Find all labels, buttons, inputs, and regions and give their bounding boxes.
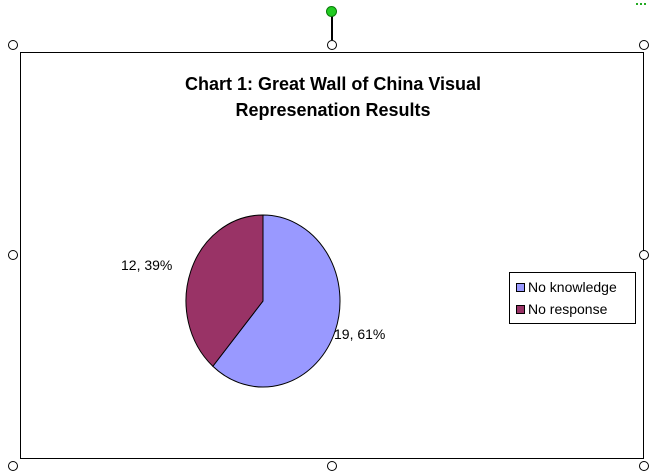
- resize-handle-top-left[interactable]: [8, 40, 18, 50]
- chart-area[interactable]: Chart 1: Great Wall of China Visual Repr…: [20, 52, 644, 459]
- resize-handle-bottom-left[interactable]: [8, 461, 18, 471]
- legend-item-no-response: No response: [516, 298, 631, 320]
- chart-title: Chart 1: Great Wall of China Visual Repr…: [21, 71, 645, 123]
- pie-slice-no-response[interactable]: [185, 214, 264, 367]
- data-label-no-knowledge: 19, 61%: [334, 326, 386, 342]
- corner-indicator: [636, 0, 646, 5]
- pie-chart[interactable]: [21, 53, 645, 460]
- rotate-handle[interactable]: [326, 6, 337, 17]
- legend-swatch-no-response: [516, 304, 525, 314]
- pie-slice-no-knowledge[interactable]: [212, 214, 341, 388]
- resize-handle-bottom-right[interactable]: [639, 461, 649, 471]
- data-label-no-response: 12, 39%: [121, 257, 173, 273]
- chart-title-line-2: Represenation Results: [235, 100, 431, 120]
- resize-handle-right[interactable]: [639, 250, 649, 260]
- legend-label-no-knowledge: No knowledge: [528, 279, 617, 295]
- legend-item-no-knowledge: No knowledge: [516, 276, 631, 298]
- legend-label-no-response: No response: [528, 301, 608, 317]
- legend[interactable]: No knowledge No response: [509, 272, 636, 324]
- legend-swatch-no-knowledge: [516, 282, 525, 292]
- chart-title-line-1: Chart 1: Great Wall of China Visual: [184, 74, 482, 94]
- resize-handle-top-right[interactable]: [639, 40, 649, 50]
- resize-handle-left[interactable]: [8, 250, 18, 260]
- resize-handle-bottom[interactable]: [327, 461, 337, 471]
- rotate-stem: [331, 16, 333, 40]
- resize-handle-top[interactable]: [327, 40, 337, 50]
